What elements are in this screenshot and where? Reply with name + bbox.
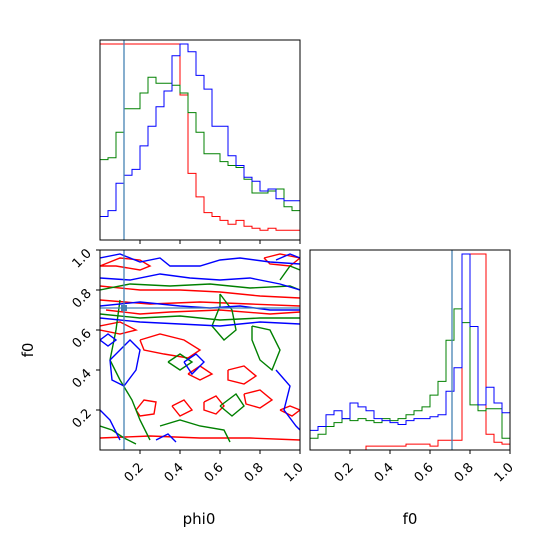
contour-green-4 — [167, 353, 194, 371]
contour-blue-9 — [155, 433, 177, 443]
contour-blue-3 — [100, 317, 300, 327]
contour-red-12 — [203, 395, 225, 415]
y-axis-label-f0: f0 — [19, 343, 37, 358]
f0-histogram-green — [310, 308, 510, 450]
phi0-histogram-green — [100, 76, 300, 240]
contour-blue-7 — [275, 369, 300, 431]
contour-blue-1 — [100, 273, 300, 291]
contour-red-14 — [100, 435, 300, 441]
contour-frame — [99, 249, 301, 451]
f0-histogram-red — [310, 253, 510, 450]
phi0-histogram-red — [100, 43, 300, 240]
contour-green-5 — [251, 325, 281, 372]
f0-histogram-blue — [310, 253, 510, 450]
x-axis-label-phi0: phi0 — [183, 510, 216, 528]
contour-red-8 — [227, 365, 258, 385]
contour-blue-5 — [183, 353, 205, 376]
contour-blue-8 — [100, 409, 121, 441]
contour-blue-10 — [100, 333, 118, 347]
contour-red-6 — [139, 333, 202, 359]
contour-blue-6 — [275, 253, 300, 261]
contour-green-3 — [109, 299, 151, 441]
contour-blue-0 — [100, 253, 300, 267]
contour-green-0 — [100, 283, 300, 291]
x-axis-label-f0: f0 — [403, 510, 418, 528]
contour-red-3 — [100, 257, 152, 271]
contour-red-7 — [187, 365, 214, 381]
contour-red-5 — [100, 321, 139, 335]
contour-red-13 — [279, 405, 300, 417]
contour-green-8 — [279, 265, 300, 281]
f0-histogram-frame — [309, 249, 511, 451]
contour-blue-4 — [109, 339, 141, 387]
contour-green-2 — [211, 293, 237, 341]
phi0-histogram-frame — [99, 39, 301, 241]
contour-red-2 — [105, 309, 300, 315]
truth-marker — [121, 305, 127, 311]
contour-red-10 — [135, 399, 157, 417]
contour-green-1 — [100, 313, 300, 321]
contour-red-4 — [263, 253, 300, 267]
contour-green-6 — [159, 419, 231, 443]
contour-green-9 — [100, 425, 137, 445]
contour-green-7 — [219, 392, 245, 417]
contour-red-11 — [171, 399, 194, 417]
phi0-histogram-panel — [99, 39, 301, 244]
phi0-histogram-blue — [100, 43, 300, 240]
contour-red-9 — [243, 389, 274, 409]
contour-red-0 — [100, 285, 300, 299]
